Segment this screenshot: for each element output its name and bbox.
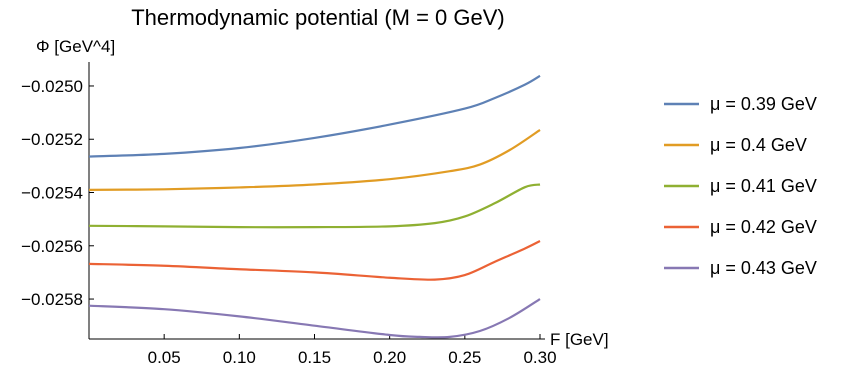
legend-label: μ = 0.39 GeV bbox=[710, 94, 817, 114]
series-line-2 bbox=[88, 129, 541, 191]
y-tick-label: −0.0256 bbox=[21, 237, 83, 256]
series-line-1 bbox=[88, 74, 541, 158]
y-tick-label: −0.0254 bbox=[21, 184, 83, 203]
y-tick-label: −0.0258 bbox=[21, 290, 83, 309]
x-tick-label: 0.10 bbox=[223, 348, 256, 367]
y-ticks: −0.0250 −0.0252 −0.0254 −0.0256 −0.0258 bbox=[21, 77, 94, 309]
x-tick-label: 0.15 bbox=[298, 348, 331, 367]
legend-label: μ = 0.43 GeV bbox=[710, 258, 817, 278]
series-line-4 bbox=[88, 239, 541, 281]
legend-label: μ = 0.4 GeV bbox=[710, 135, 807, 155]
series-line-5 bbox=[88, 298, 541, 339]
legend: μ = 0.39 GeV μ = 0.4 GeV μ = 0.41 GeV μ = 0… bbox=[664, 94, 817, 278]
legend-label: μ = 0.42 GeV bbox=[710, 217, 817, 237]
series-line-3 bbox=[88, 183, 541, 229]
x-tick-label: 0.05 bbox=[148, 348, 181, 367]
x-tick-label: 0.25 bbox=[448, 348, 481, 367]
x-ticks: 0.05 0.10 0.15 0.20 0.25 0.30 bbox=[148, 334, 557, 367]
legend-label: μ = 0.41 GeV bbox=[710, 176, 817, 196]
y-axis-label: Φ [GeV^4] bbox=[36, 37, 115, 56]
chart-title: Thermodynamic potential (M = 0 GeV) bbox=[131, 5, 505, 30]
series-lines bbox=[88, 74, 541, 339]
x-tick-label: 0.30 bbox=[523, 348, 556, 367]
y-tick-label: −0.0250 bbox=[21, 77, 83, 96]
y-tick-label: −0.0252 bbox=[21, 130, 83, 149]
x-tick-label: 0.20 bbox=[373, 348, 406, 367]
x-axis-label: F [GeV] bbox=[550, 330, 609, 349]
